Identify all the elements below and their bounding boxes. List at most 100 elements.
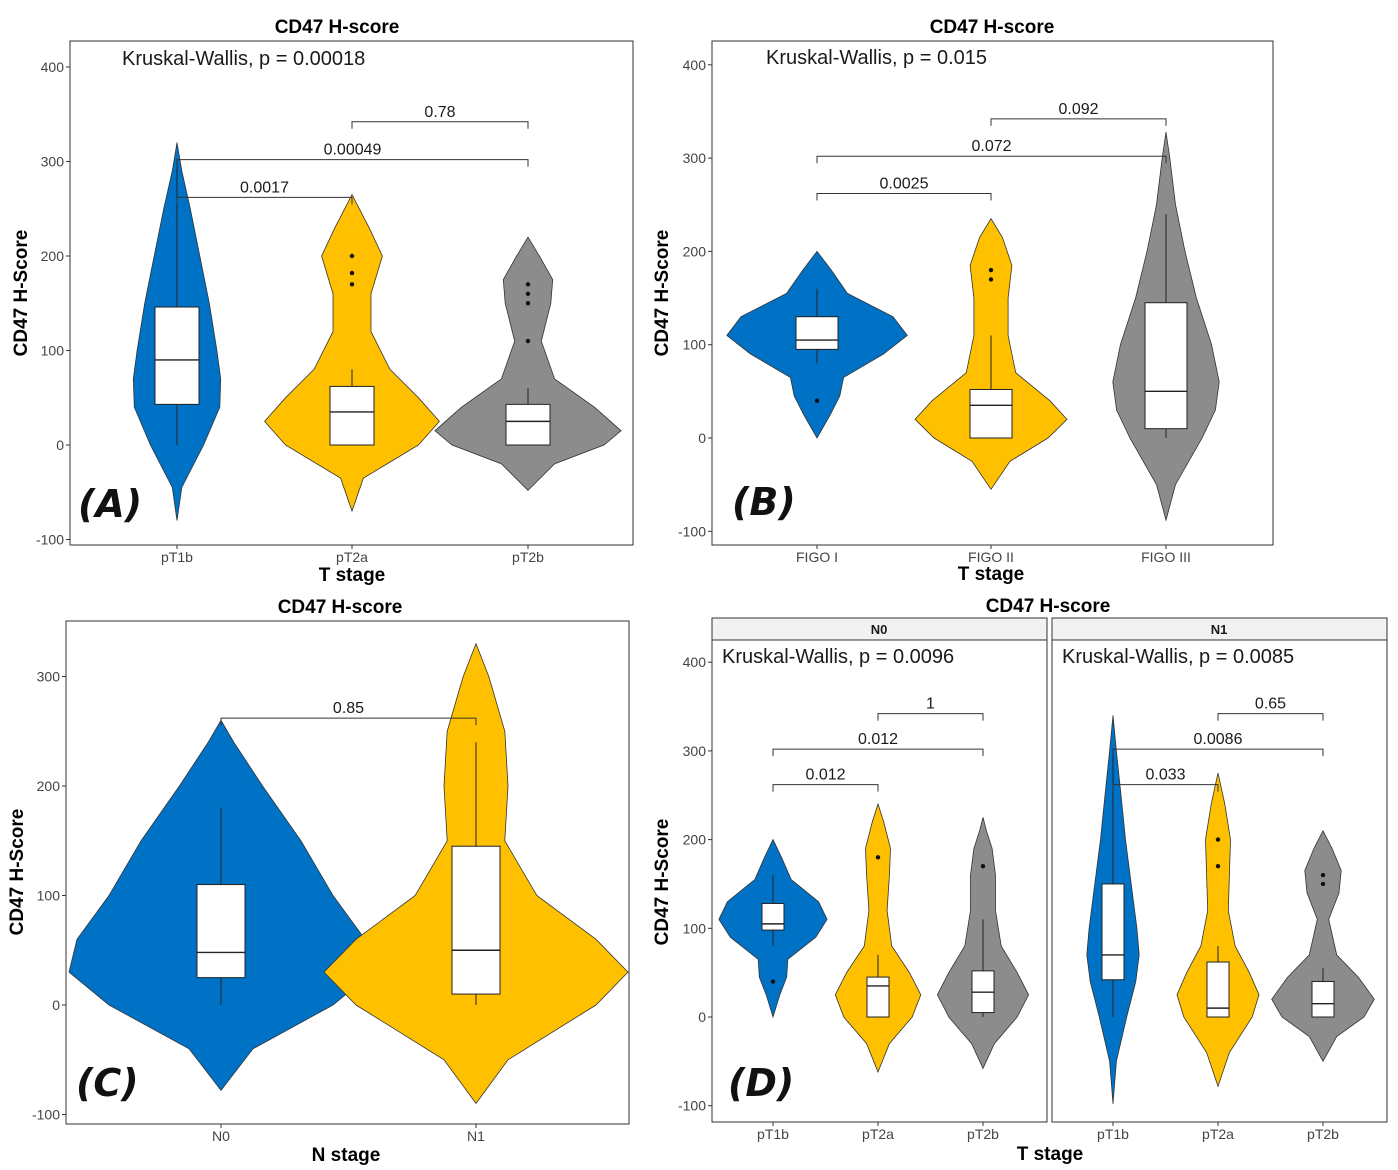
panel-d-ytick-label-300: 300 (683, 743, 707, 759)
panel-a-comparisons: 0.0017 0.00049 0.78 (176, 104, 529, 205)
panel-b-xtick-label-figo-iii: FIGO III (1141, 549, 1191, 565)
panel-b-ylabel: CD47 H-Score (652, 230, 673, 357)
panel-d-comparisons: 0.012 0.012 1 0.033 0.0086 0.65 (772, 696, 1324, 792)
panel-a-comparison-bracket-2 (351, 121, 529, 129)
panel-a-outlier-pt2b-1 (525, 301, 531, 306)
panel-d-label: (D) (728, 1061, 794, 1105)
panel-c-label: (C) (76, 1061, 139, 1105)
panel-d-n0-comparison-0: 0.012 (772, 767, 879, 792)
panel-c-ytick-label-300: 300 (37, 669, 61, 685)
panel-a-violin-pt2a (264, 193, 440, 513)
panel-b-ytick-label-100: 100 (683, 337, 707, 353)
panel-a-comparison-2: 0.78 (351, 104, 529, 129)
panel-c-violins (68, 642, 629, 1105)
panel-c-box-n0 (196, 884, 246, 979)
panel-b-comparisons: 0.0025 0.072 0.092 (816, 101, 1167, 201)
panel-a-group-pt2b (434, 236, 622, 491)
panel-a-outlier-pt2a-1 (349, 270, 355, 276)
panel-b-xtick-label-figo-i: FIGO I (796, 549, 838, 565)
panel-d-kruskal-n0: Kruskal-Wallis, p = 0.0096 (722, 646, 954, 668)
panel-a-xlabel: T stage (319, 565, 386, 586)
panel-a-group-pt1b (132, 142, 222, 521)
panel-c-group-n1 (323, 642, 629, 1105)
panel-b-title: CD47 H-score (930, 17, 1055, 38)
panel-d-n0-comparison-bracket-2 (877, 713, 984, 721)
panel-a-ytick-label-300: 300 (41, 154, 65, 170)
panel-b-box-figo-i (795, 316, 839, 350)
panel-d-n1-xtick-label-pt1b: pT1b (1097, 1126, 1129, 1142)
panel-a-ylabel: CD47 H-Score (11, 230, 32, 357)
panel-d-title: CD47 H-score (986, 596, 1111, 617)
panel-c-ytick-label-100: 100 (37, 888, 61, 904)
panel-b-comparison-0: 0.0025 (816, 176, 992, 201)
panel-a-group-pt2a (264, 193, 440, 513)
panel-d-ytick-label-100: 100 (683, 920, 707, 936)
panel-d-n0-xtick-label-pt2a: pT2a (862, 1126, 894, 1142)
panel-b-y-axis: -100 0 100 200 300 400 (678, 57, 712, 539)
panel-a-x-axis: pT1b pT2a pT2b (161, 545, 544, 565)
panel-a-outlier-pt2b-0 (525, 338, 531, 344)
panel-c-box-n1 (451, 845, 501, 995)
panel-b-box-figo-iii (1144, 302, 1188, 430)
panel-b-ytick-label-300: 300 (683, 150, 707, 166)
panel-b-outlier-figo-ii-1 (988, 267, 994, 273)
panel-d: CD47 H-score N0 N1 -100 0 100 200 300 400 pT1… (652, 596, 1388, 1165)
panel-d-n1-comparison-label-1: 0.0086 (1194, 731, 1243, 748)
panel-d-strip-n1-label: N1 (1211, 622, 1228, 637)
panel-d-y-axis: -100 0 100 200 300 400 (678, 654, 712, 1114)
panel-b-comparison-1: 0.072 (816, 138, 1167, 164)
panel-b-comparison-label-1: 0.072 (971, 138, 1011, 155)
panel-b-box-figo-ii (969, 388, 1013, 439)
panel-d-n0-comparison-2: 1 (877, 696, 984, 721)
panel-d-n1-box-pt2b (1311, 981, 1335, 1018)
panel-b-group-figo-i (726, 250, 908, 439)
panel-d-n0-box-pt1b (761, 902, 785, 931)
panel-d-n0-xtick-label-pt1b: pT1b (757, 1126, 789, 1142)
panel-d-n1-comparison-bracket-2 (1217, 713, 1324, 721)
panel-a-ytick-label-0: 0 (56, 437, 64, 453)
panel-a-ytick-label-400: 400 (41, 59, 65, 75)
panel-d-ylabel: CD47 H-Score (652, 819, 673, 946)
panel-d-n0-comparison-bracket-0 (772, 784, 879, 792)
panel-b-kruskal: Kruskal-Wallis, p = 0.015 (766, 47, 987, 69)
panel-d-n1-violin-pt2b (1271, 829, 1375, 1063)
panel-a-label: (A) (78, 482, 142, 526)
panel-c-xlabel: N stage (312, 1145, 381, 1166)
panel-b-ytick-label--100: -100 (678, 523, 706, 539)
panel-b-ytick-label-0: 0 (698, 430, 706, 446)
panel-b-ytick-label-400: 400 (683, 57, 707, 73)
panel-a-outlier-pt2a-2 (349, 253, 355, 259)
panel-b-xtick-label-figo-ii: FIGO II (968, 549, 1014, 565)
panel-b-comparison-bracket-2 (990, 118, 1167, 126)
panel-d-n0-comparison-label-0: 0.012 (805, 767, 845, 784)
panel-d-n1-violin-pt2a (1176, 773, 1260, 1088)
panel-a-title: CD47 H-score (275, 17, 400, 38)
panel-b-label: (B) (732, 480, 796, 524)
panel-b-comparison-bracket-0 (816, 193, 992, 201)
panel-c-title: CD47 H-score (278, 597, 403, 618)
panel-d-n1-comparison-label-0: 0.033 (1145, 767, 1185, 784)
panel-d-n1-outlier-pt2b-0 (1320, 881, 1326, 887)
panel-b-ytick-label-200: 200 (683, 243, 707, 259)
panel-d-violins (718, 715, 1375, 1104)
panel-c-group-n0 (68, 719, 374, 1092)
panel-c-ytick-label-0: 0 (52, 997, 60, 1013)
panel-d-n0-outlier-pt2b-0 (980, 864, 986, 869)
panel-a-violin-pt2b (434, 236, 622, 491)
panel-c-comparison-label-0: 0.85 (333, 700, 364, 717)
panel-d-n1-group-pt1b (1086, 715, 1140, 1104)
panel-d-xlabel: T stage (1017, 1144, 1084, 1165)
panel-b-x-axis: FIGO I FIGO II FIGO III (796, 545, 1191, 565)
panel-d-n0-comparison-label-1: 0.012 (858, 731, 898, 748)
panel-c-comparison-0: 0.85 (220, 700, 477, 726)
panel-c-ytick-label--100: -100 (32, 1107, 60, 1123)
panel-d-n1-box-pt1b (1101, 883, 1125, 981)
panel-d-n0-outlier-pt1b-0 (770, 979, 776, 984)
panel-b-group-figo-iii (1112, 131, 1220, 522)
panel-d-n0-box-pt2a (866, 976, 890, 1018)
panel-d-ytick-label-200: 200 (683, 832, 707, 848)
panel-d-n1-outlier-pt2b-1 (1320, 872, 1326, 878)
panel-d-n1-outlier-pt2a-0 (1215, 864, 1221, 869)
